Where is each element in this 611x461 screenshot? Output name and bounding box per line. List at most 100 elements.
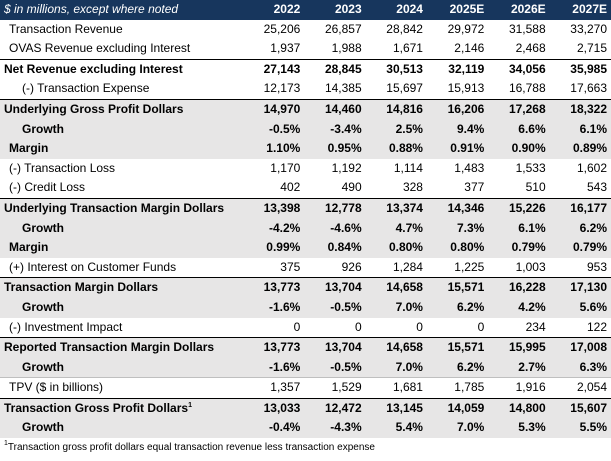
footnote-text: Transaction gross profit dollars equal t… xyxy=(7,442,375,454)
cell-value: 0.91% xyxy=(426,139,489,159)
table-row: Transaction Margin Dollars 13,773 13,704 14… xyxy=(0,277,611,298)
cell-value: 0.79% xyxy=(549,238,611,258)
cell-value: 25,206 xyxy=(263,21,301,36)
row-label: (-) Credit Loss xyxy=(0,178,243,198)
cell-value: 14,970 xyxy=(243,98,305,120)
row-label-text: Growth xyxy=(22,299,64,314)
cell-value: 1,483 xyxy=(454,160,485,175)
cell-value: 1,170 xyxy=(270,160,301,175)
cell-value: 1,357 xyxy=(243,377,305,399)
cell-value: 0.79% xyxy=(488,238,550,258)
row-label: Margin xyxy=(0,139,243,159)
cell-value: 953 xyxy=(586,259,607,274)
table-row: (-) Credit Loss 402 490 328 377 510 543 xyxy=(0,178,611,198)
cell-value: 7.0% xyxy=(365,297,427,318)
footnote: 1Transaction gross profit dollars equal … xyxy=(0,438,611,453)
cell-value: 14,385 xyxy=(324,81,362,96)
table-row: TPV ($ in billions) 1,357 1,529 1,681 1,785 1… xyxy=(0,377,611,399)
cell-value: -1.6% xyxy=(243,357,305,378)
header-label: $ in millions, except where noted xyxy=(0,0,243,20)
cell-value: 14,658 xyxy=(365,277,427,298)
cell-value: -1.6% xyxy=(243,297,305,318)
row-label-text: Margin xyxy=(9,141,49,156)
row-label: Growth xyxy=(0,119,243,140)
cell-value: 0.80% xyxy=(426,238,489,258)
row-label: (-) Transaction Loss xyxy=(0,159,243,179)
cell-value: 4.2% xyxy=(488,297,550,318)
cell-value: 18,322 xyxy=(549,98,611,120)
cell-value: 0.89% xyxy=(549,139,611,159)
cell-value: 0 xyxy=(293,319,301,334)
row-label-text: Growth xyxy=(22,121,64,136)
cell-value: 27,143 xyxy=(243,58,305,80)
cell-value: 1,192 xyxy=(331,160,362,175)
row-label: (+) Interest on Customer Funds xyxy=(0,258,243,278)
table-row: OVAS Revenue excluding Interest 1,937 1,98… xyxy=(0,39,611,59)
cell-value: 5.5% xyxy=(549,418,611,439)
table-row: Transaction Revenue 25,206 26,857 28,842 29,… xyxy=(0,20,611,40)
cell-value: 1,529 xyxy=(304,377,366,399)
row-label: Growth xyxy=(0,297,243,318)
cell-value: 14,800 xyxy=(488,397,550,419)
cell-value: 13,773 xyxy=(243,277,305,298)
cell-value: 17,008 xyxy=(549,337,611,358)
cell-value: 17,663 xyxy=(570,81,607,96)
cell-value: 0 xyxy=(354,319,362,334)
table-row: Growth -1.6% -0.5% 7.0% 6.2% 2.7% 6.3% xyxy=(0,357,611,378)
cell-value: 543 xyxy=(586,180,607,195)
cell-value: -4.3% xyxy=(304,418,366,439)
table-row: Growth -0.5% -3.4% 2.5% 9.4% 6.6% 6.1% xyxy=(0,119,611,140)
cell-value: 16,177 xyxy=(549,197,611,219)
cell-value: 377 xyxy=(464,180,485,195)
cell-value: 33,270 xyxy=(570,21,607,36)
cell-value: 2,468 xyxy=(515,41,546,56)
header-year: 2024 xyxy=(365,0,427,20)
cell-value: 6.2% xyxy=(426,357,489,378)
financial-table: $ in millions, except where noted 2022 2… xyxy=(0,0,611,439)
cell-value: 0.99% xyxy=(243,238,305,258)
row-label-text: (-) Transaction Loss xyxy=(9,160,116,175)
row-label: Underlying Gross Profit Dollars xyxy=(0,98,243,120)
row-label: Reported Transaction Margin Dollars xyxy=(0,337,243,358)
row-label-text: Underlying Transaction Margin Dollars xyxy=(4,200,225,215)
cell-value: 28,845 xyxy=(304,58,366,80)
row-label-text: Reported Transaction Margin Dollars xyxy=(4,340,215,355)
cell-value: 15,571 xyxy=(426,277,489,298)
cell-value: 14,059 xyxy=(426,397,489,419)
cell-value: 0.88% xyxy=(365,139,427,159)
row-label-text: Margin xyxy=(9,240,49,255)
row-label-text: Underlying Gross Profit Dollars xyxy=(4,101,184,116)
cell-value: -4.6% xyxy=(304,218,366,239)
cell-value: 6.6% xyxy=(488,119,550,140)
cell-value: 375 xyxy=(280,259,301,274)
row-label-text: Net Revenue excluding Interest xyxy=(4,61,183,76)
row-label-text: (-) Investment Impact xyxy=(9,319,123,334)
cell-value: 7.0% xyxy=(426,418,489,439)
cell-value: 0.95% xyxy=(304,139,366,159)
cell-value: 15,995 xyxy=(488,337,550,358)
cell-value: 13,033 xyxy=(243,397,305,419)
cell-value: 32,119 xyxy=(426,58,489,80)
cell-value: 490 xyxy=(341,180,362,195)
row-label-text: (-) Transaction Expense xyxy=(22,81,150,96)
cell-value: 6.2% xyxy=(426,297,489,318)
cell-value: 1,602 xyxy=(576,160,607,175)
cell-value: 0.84% xyxy=(304,238,366,258)
cell-value: 13,704 xyxy=(304,277,366,298)
row-label-text: Growth xyxy=(22,420,64,435)
cell-value: 1,988 xyxy=(331,41,362,56)
cell-value: 1,114 xyxy=(393,160,423,175)
cell-value: 2,054 xyxy=(549,377,611,399)
header-year: 2023 xyxy=(304,0,366,20)
table-row: Growth -0.4% -4.3% 5.4% 7.0% 5.3% 5.5% xyxy=(0,418,611,439)
header-row: $ in millions, except where noted 2022 2… xyxy=(0,0,611,20)
cell-value: 31,588 xyxy=(508,21,546,36)
cell-value: 34,056 xyxy=(488,58,550,80)
row-label: Margin xyxy=(0,238,243,258)
cell-value: 402 xyxy=(280,180,301,195)
table-row: (+) Interest on Customer Funds 375 926 1,28… xyxy=(0,258,611,278)
cell-value: 16,228 xyxy=(488,277,550,298)
cell-value: 7.3% xyxy=(426,218,489,239)
table-row: Underlying Transaction Margin Dollars 13,… xyxy=(0,197,611,219)
row-label: Growth xyxy=(0,418,243,439)
